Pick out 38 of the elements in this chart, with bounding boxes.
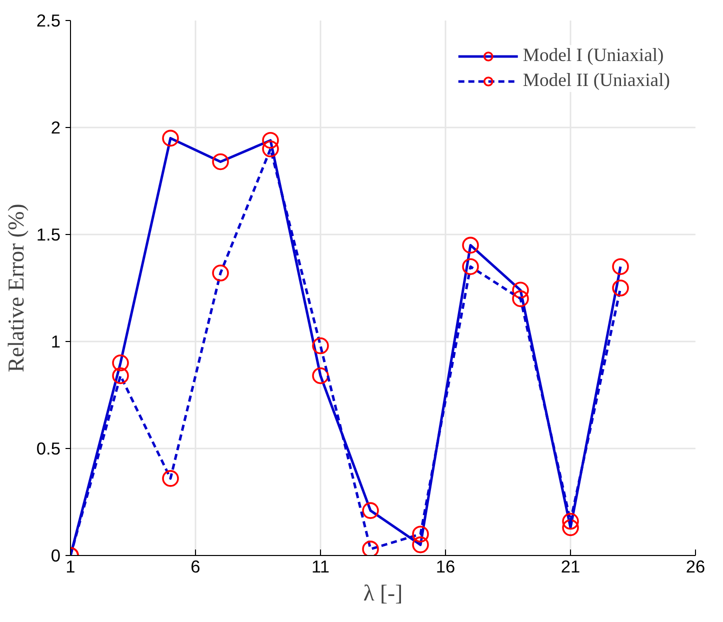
point [462,236,479,254]
point [512,282,529,299]
x-tick-label: 6 [190,556,200,576]
y-tick-label: 0 [50,546,61,566]
point [262,132,279,149]
point [112,367,129,384]
y-tick-label: 1.5 [36,224,61,244]
y-tick-label: 0.5 [36,438,61,458]
legend-label: Model I (Uniaxial) [522,45,664,67]
x-tick-label: 16 [436,556,456,576]
x-axis-title: λ [-] [363,580,403,606]
y-tick-label: 2.5 [36,10,61,30]
point [162,470,179,487]
point [112,354,129,372]
point [612,258,629,275]
point [212,264,229,282]
x-tick-label: 1 [66,556,76,576]
point [362,502,379,519]
x-tick-label: 11 [312,556,330,576]
point [562,512,579,530]
point [262,140,279,158]
point [362,540,379,556]
point [212,153,229,170]
point [162,130,179,147]
point [312,337,329,354]
point [612,280,629,296]
point [412,536,429,554]
point [312,367,329,384]
point [462,258,479,275]
legend-label: Model II (Uniaxial) [522,70,670,92]
y-tick-label: 1 [50,332,61,352]
point [562,519,579,536]
x-tick-label: 26 [686,556,706,576]
y-axis-title: Relative Error (%) [3,204,28,372]
point [412,526,429,542]
point [512,290,529,308]
y-tick-label: 2 [50,118,61,138]
x-tick-label: 21 [560,556,580,576]
